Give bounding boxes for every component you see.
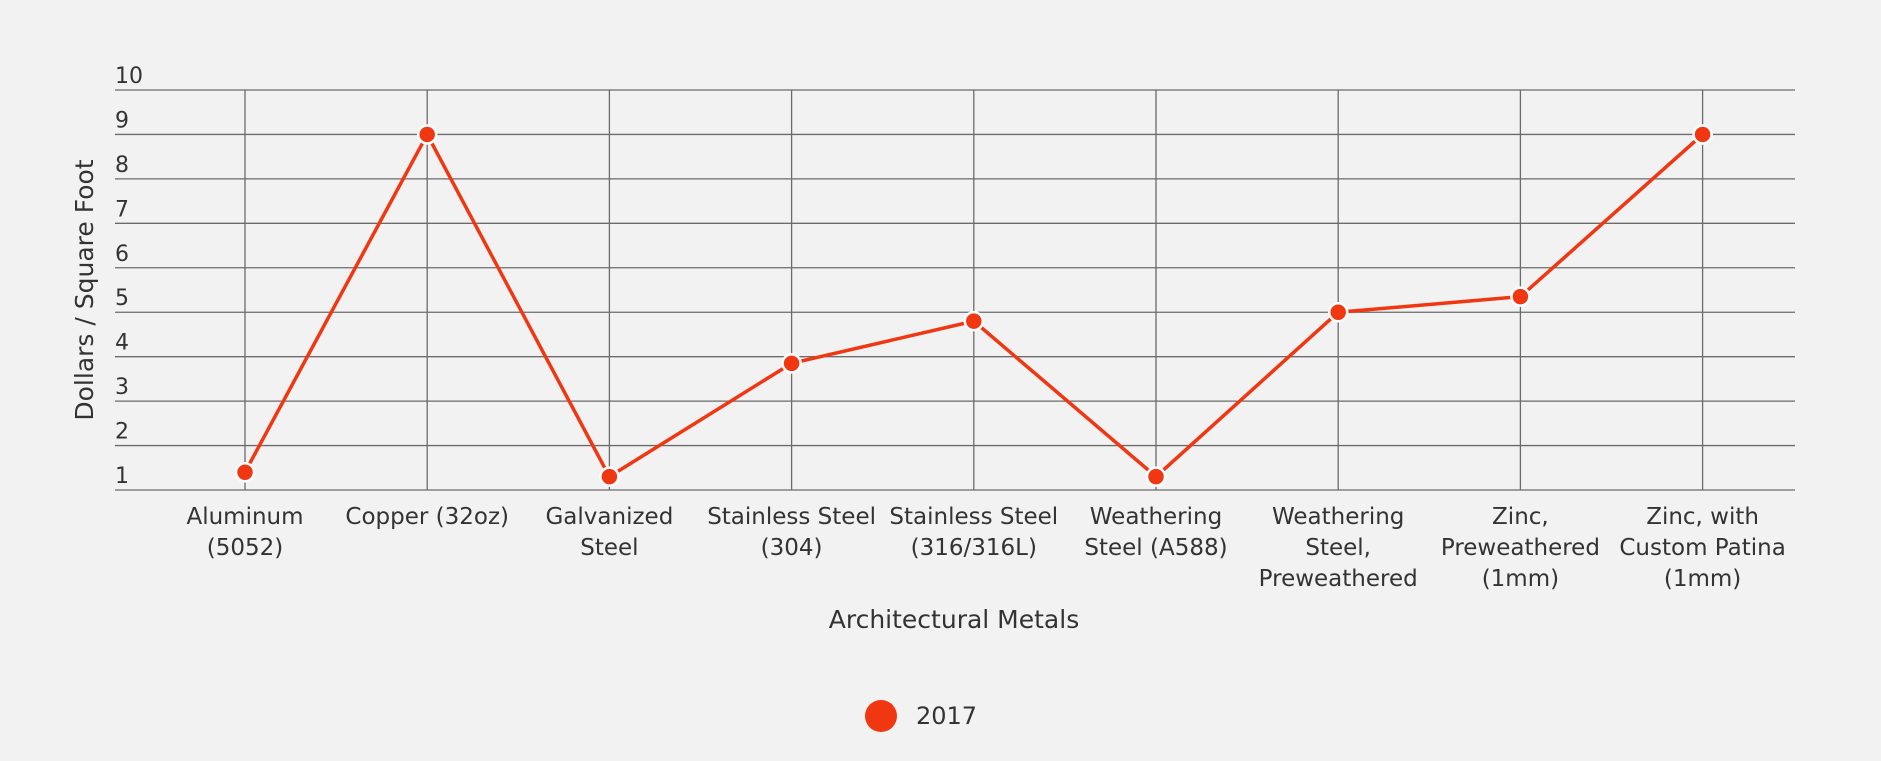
x-tick-label-line: (5052)	[207, 535, 283, 561]
legend-label: 2017	[916, 702, 977, 730]
x-tick-label-line: Custom Patina	[1619, 535, 1785, 561]
y-axis-title: Dollars / Square Foot	[70, 159, 99, 420]
data-point	[1145, 466, 1167, 487]
y-tick-label: 5	[115, 286, 129, 311]
x-tick-label-line: Steel (A588)	[1084, 535, 1227, 561]
y-tick-label: 4	[115, 331, 129, 356]
legend: 2017	[865, 700, 977, 732]
data-point	[1327, 301, 1349, 323]
x-tick-label: Galvanized Steel	[545, 504, 673, 561]
x-tick-label: Aluminum (5052)	[186, 504, 303, 561]
data-point	[1692, 124, 1713, 145]
x-tick-label: Zinc, with Custom Patina (1mm)	[1619, 504, 1785, 592]
x-tick-label: Stainless Steel (316/316L)	[889, 504, 1058, 561]
x-tick-label: Stainless Steel (304)	[707, 504, 876, 561]
x-tick-label-line: Preweathered	[1441, 535, 1600, 561]
x-tick-label-line: (304)	[761, 535, 823, 561]
x-tick-label: Weathering Steel, Preweathered	[1259, 504, 1418, 592]
x-tick-label-line: Zinc,	[1492, 504, 1549, 530]
data-point	[1510, 286, 1531, 307]
data-point	[599, 466, 620, 487]
x-tick-label: Copper (32oz)	[345, 504, 509, 530]
series-layer	[234, 124, 1713, 487]
data-point	[963, 310, 985, 332]
x-axis-title: Architectural Metals	[829, 605, 1079, 634]
x-tick-label: Weathering Steel (A588)	[1084, 504, 1227, 561]
x-tick-label-line: Galvanized	[545, 504, 673, 530]
x-tick-label-line: Steel,	[1305, 535, 1371, 561]
x-tick-label: Zinc, Preweathered (1mm)	[1441, 504, 1600, 592]
y-tick-label: 8	[115, 153, 129, 178]
x-tick-label-line: Copper (32oz)	[345, 504, 509, 530]
grid	[115, 89, 1795, 491]
x-tick-label-line: Weathering	[1272, 504, 1404, 530]
y-tick-label: 1	[115, 464, 129, 489]
x-axis-labels: Aluminum (5052) Copper (32oz) Galvanized Ste…	[186, 504, 1785, 592]
x-tick-label-line: Stainless Steel	[707, 504, 876, 530]
x-tick-label-line: Steel	[580, 535, 638, 561]
legend-marker	[865, 700, 897, 732]
y-tick-label: 2	[115, 420, 129, 445]
data-point	[234, 461, 256, 483]
data-point	[416, 124, 438, 145]
y-tick-label: 7	[115, 197, 129, 222]
y-tick-label: 6	[115, 242, 129, 267]
x-tick-label-line: Preweathered	[1259, 566, 1418, 592]
y-tick-label: 3	[115, 375, 129, 400]
x-tick-label-line: Aluminum	[186, 504, 303, 530]
data-point	[781, 353, 802, 374]
y-axis-ticks: 1 2 3 4 5 6 7 8 9 10	[115, 64, 143, 489]
x-tick-label-line: Zinc, with	[1646, 504, 1759, 530]
y-tick-label: 10	[115, 64, 143, 89]
y-tick-label: 9	[115, 108, 129, 133]
x-tick-label-line: (1mm)	[1482, 566, 1559, 592]
x-tick-label-line: (316/316L)	[911, 535, 1037, 561]
x-tick-label-line: Weathering	[1090, 504, 1222, 530]
x-tick-label-line: Stainless Steel	[889, 504, 1058, 530]
x-tick-label-line: (1mm)	[1664, 566, 1741, 592]
